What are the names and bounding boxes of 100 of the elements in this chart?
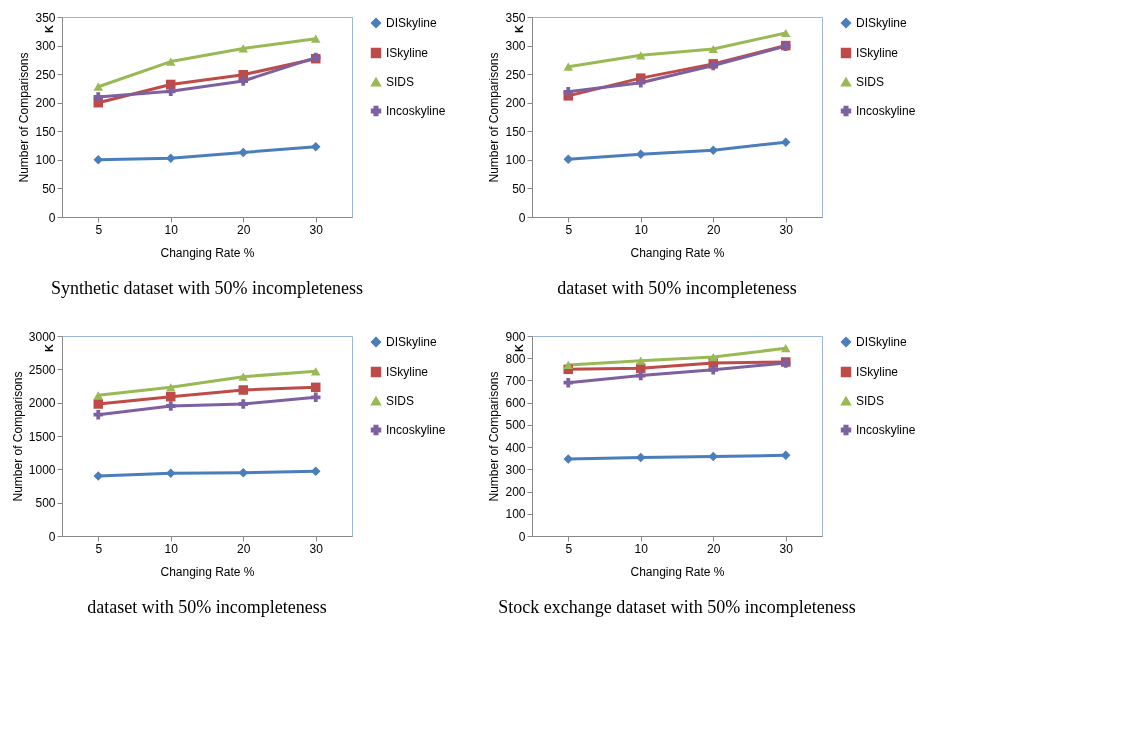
point: [238, 44, 248, 53]
y-tick-label: 100: [505, 153, 526, 168]
text: K: [513, 343, 525, 352]
point: [93, 82, 103, 91]
y-tick-label: 100: [35, 153, 56, 168]
y-tick-label: 50: [42, 181, 56, 196]
legend-label: ISkyline: [856, 365, 899, 379]
y-tick-label: 1000: [28, 462, 56, 477]
x-tick-label: 20: [707, 541, 721, 556]
point: [636, 149, 646, 159]
y-tick-label: 0: [518, 210, 526, 225]
point: [563, 62, 573, 71]
x-tick-label: 20: [707, 222, 721, 237]
legend-label: SIDS: [856, 394, 885, 408]
point: [166, 391, 176, 402]
x-tick-label: 5: [95, 222, 103, 237]
legend-label: DISkyline: [856, 16, 908, 30]
x-tick-label: 10: [164, 222, 179, 237]
y-tick-label: 800: [505, 351, 526, 366]
point: [708, 44, 718, 54]
point: [563, 360, 573, 369]
x-tick-label: 10: [164, 541, 179, 556]
point: [166, 401, 176, 411]
x-tick-label: 5: [565, 541, 573, 556]
legend-label: Incoskyline: [386, 104, 446, 118]
y-axis-title: Number of Comparisons: [17, 52, 32, 183]
y-tick-label: 700: [505, 373, 526, 388]
y-tick-label: 2000: [28, 396, 56, 411]
point: [238, 385, 248, 395]
legend-label: SIDS: [386, 75, 415, 89]
y-tick-label: 350: [35, 10, 56, 25]
x-tick-label: 5: [565, 222, 573, 237]
point: [238, 76, 248, 86]
point: [238, 399, 248, 409]
y-tick-label: 0: [518, 529, 526, 544]
point: [636, 77, 646, 88]
y-tick-label: 300: [505, 39, 526, 54]
point: [781, 344, 791, 353]
point: [563, 454, 573, 464]
point: [311, 392, 321, 403]
point: [563, 377, 573, 388]
x-axis-title: Changing Rate %: [160, 564, 255, 579]
point: [93, 92, 103, 102]
y-tick-label: 600: [505, 396, 526, 411]
x-axis-title: Changing Rate %: [630, 564, 725, 579]
legend-label: Incoskyline: [856, 423, 916, 437]
legend-label: DISkyline: [386, 16, 438, 30]
point: [93, 399, 103, 409]
point: [93, 409, 103, 420]
y-tick-label: 3000: [28, 329, 56, 344]
legend-label: ISkyline: [386, 46, 429, 60]
y-tick-label: 400: [505, 440, 526, 455]
point: [781, 137, 791, 147]
y-tick-label: 0: [48, 529, 56, 544]
x-axis-title: Changing Rate %: [630, 245, 725, 260]
y-tick-label: 250: [35, 67, 56, 82]
point: [708, 145, 718, 155]
y-axis-title: Number of Comparisons: [487, 52, 502, 183]
y-tick-label: 200: [505, 485, 526, 500]
point: [166, 86, 176, 97]
y-tick-label: 150: [35, 124, 56, 139]
legend-label: ISkyline: [856, 46, 899, 60]
x-tick-label: 30: [779, 222, 794, 237]
x-tick-label: 20: [237, 541, 251, 556]
point: [166, 468, 176, 479]
point: [166, 57, 176, 66]
point: [781, 450, 791, 461]
y-tick-label: 300: [35, 39, 56, 54]
point: [636, 51, 646, 60]
y-tick-label: 200: [505, 96, 526, 111]
point: [311, 141, 321, 152]
point: [238, 467, 248, 478]
legend-label: SIDS: [856, 75, 885, 89]
legend-label: SIDS: [386, 394, 415, 408]
y-tick-label: 500: [35, 496, 56, 511]
y-tick-label: 50: [512, 181, 526, 196]
text: Synthetic dataset with 50% incompleteness: [51, 278, 363, 298]
point: [311, 382, 321, 393]
y-tick-label: 250: [505, 67, 526, 82]
y-tick-label: 300: [505, 462, 526, 477]
x-tick-label: 10: [634, 541, 649, 556]
point: [636, 356, 646, 365]
text: K: [513, 24, 525, 33]
y-tick-label: 100: [505, 507, 526, 522]
legend-label: DISkyline: [386, 335, 438, 349]
point: [238, 147, 248, 158]
y-tick-label: 350: [505, 10, 526, 25]
x-tick-label: 30: [309, 541, 324, 556]
point: [781, 28, 791, 38]
y-tick-label: 500: [505, 418, 526, 433]
point: [563, 154, 573, 165]
legend-label: ISkyline: [386, 365, 429, 379]
text: K: [43, 343, 55, 352]
y-tick-label: 1500: [28, 429, 56, 444]
y-tick-label: 0: [48, 210, 56, 225]
text: dataset with 50% incompleteness: [87, 597, 327, 617]
x-tick-label: 30: [309, 222, 324, 237]
text: dataset with 50% incompleteness: [557, 278, 797, 298]
y-tick-label: 2500: [28, 362, 56, 377]
x-tick-label: 5: [95, 541, 103, 556]
